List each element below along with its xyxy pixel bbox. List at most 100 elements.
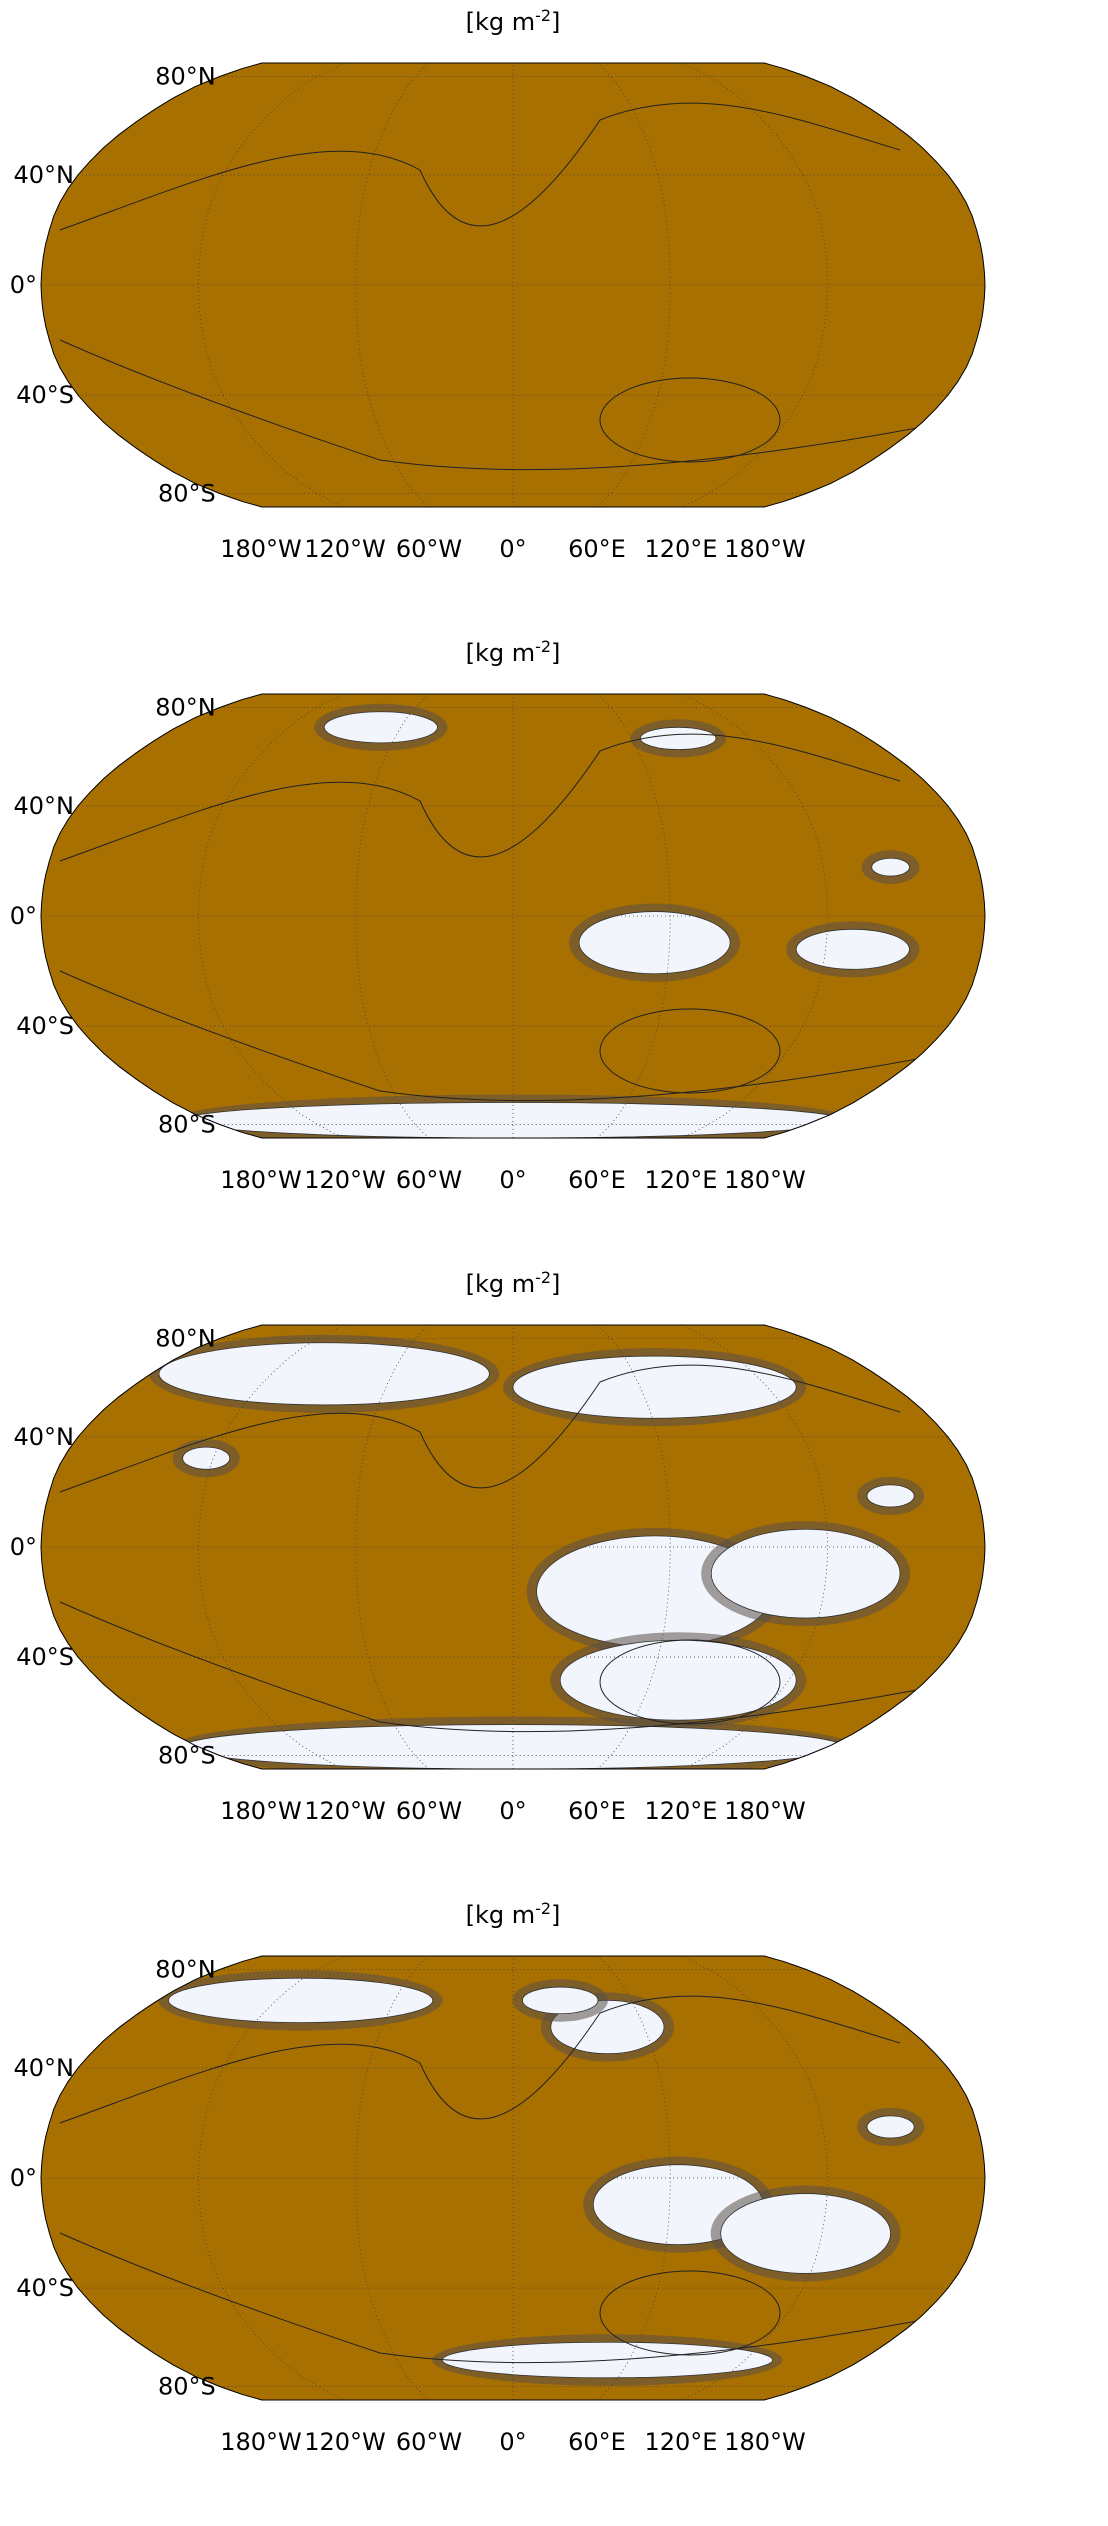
ice [866,2115,915,2139]
meridian [355,694,430,1138]
lon-label: 0° [499,1166,526,1194]
lon-label: 180°W [724,1166,806,1194]
lat-label: 40°S [16,1012,74,1040]
lon-label: 60°W [396,1166,462,1194]
ice [866,1484,915,1508]
lon-label: 120°W [304,1166,386,1194]
contour [59,733,901,862]
lat-label: 40°N [14,2054,75,2082]
graticule [41,1956,985,2400]
crater-contour [599,2270,781,2356]
meridian [596,63,671,507]
contour [59,2232,961,2364]
ice [720,2193,891,2274]
lat-label: 80°N [155,1324,216,1352]
ice [640,726,717,750]
map-outline [40,62,986,508]
lon-label: 60°E [568,2428,626,2456]
title: [kg m-2] [466,637,561,667]
lat-label: 40°S [16,2274,74,2302]
ice [512,1355,797,1419]
lon-label: 180°W [724,535,806,563]
meridian [596,694,671,1138]
lon-label: 60°W [396,2428,462,2456]
title: [kg m-2] [466,6,561,36]
lon-label: 180°W [220,2428,302,2456]
lon-label: 120°E [645,1797,718,1825]
lon-label: 60°W [396,1797,462,1825]
contour [59,1364,901,1493]
lat-label: 0° [10,1533,37,1561]
lat-label: 40°N [14,161,75,189]
title-close: ] [551,639,560,667]
map-outline [40,1324,986,1770]
title-close: ] [551,1901,560,1929]
map-outline [40,693,986,1139]
title: [kg m-2] [466,1899,561,1929]
ice [168,1977,434,2023]
lon-label: 180°W [220,1166,302,1194]
title-close: ] [551,1270,560,1298]
meridian [355,1956,430,2400]
lon-label: 60°W [396,535,462,563]
lon-label: 120°E [645,535,718,563]
contour [59,102,901,231]
ice [710,1528,901,1619]
lat-label: 80°N [155,693,216,721]
lat-label: 40°S [16,1643,74,1671]
graticule [41,1325,985,1769]
ice [578,911,731,975]
meridian [596,1325,671,1769]
ice [182,1102,844,1138]
title-text: [kg m [466,8,536,36]
title-exponent: -2 [535,637,551,656]
lon-label: 180°W [220,1797,302,1825]
meridian [355,63,430,507]
crater-contour [599,1008,781,1094]
graticule [41,63,985,507]
lat-label: 80°S [158,1111,216,1139]
lon-label: 180°W [220,535,302,563]
contour [59,1601,961,1733]
ice [522,1986,599,2015]
title: [kg m-2] [466,1268,561,1298]
title-text: [kg m [466,1270,536,1298]
lat-label: 40°N [14,792,75,820]
lat-label: 40°S [16,381,74,409]
ice-layer [172,703,920,1138]
meridian [355,1325,430,1769]
lat-label: 40°N [14,1423,75,1451]
lat-label: 80°S [158,1742,216,1770]
lat-label: 80°N [155,1955,216,1983]
graticule [41,694,985,1138]
lon-label: 60°E [568,535,626,563]
lat-label: 80°S [158,2373,216,2401]
lon-label: 120°E [645,2428,718,2456]
lon-label: 60°E [568,1166,626,1194]
lon-label: 180°W [724,2428,806,2456]
lon-label: 120°W [304,2428,386,2456]
contour [59,1995,901,2124]
lon-label: 0° [499,1797,526,1825]
ice [323,711,438,744]
lon-label: 60°E [568,1797,626,1825]
contour [59,339,961,471]
crater-contour [599,377,781,463]
lat-label: 0° [10,271,37,299]
lat-label: 0° [10,2164,37,2192]
title-text: [kg m [466,1901,536,1929]
meridian [596,1956,671,2400]
title-exponent: -2 [535,6,551,25]
lon-label: 180°W [724,1797,806,1825]
ice [795,928,910,970]
lat-label: 80°S [158,480,216,508]
lat-label: 80°N [155,62,216,90]
title-exponent: -2 [535,1899,551,1918]
crater-contour [599,1639,781,1725]
ice [182,1446,231,1470]
